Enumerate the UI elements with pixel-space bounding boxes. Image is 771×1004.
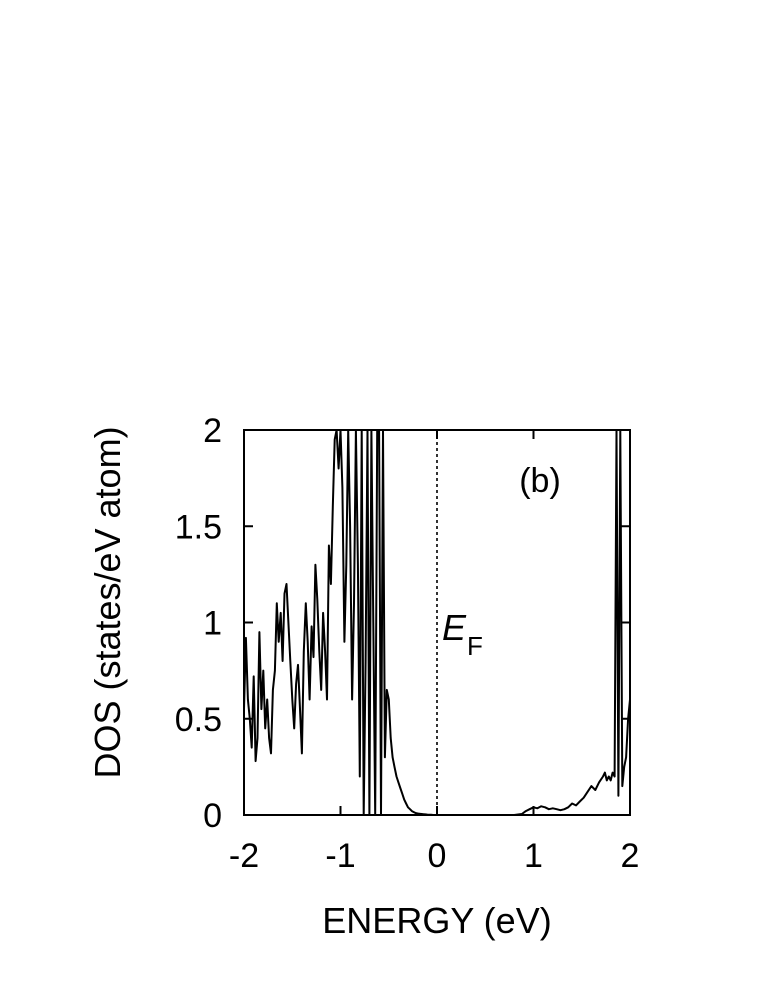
x-axis-label: ENERGY (eV) — [322, 900, 551, 941]
fermi-level-label-subscript: F — [467, 631, 483, 661]
y-axis-label: DOS (states/eV atom) — [87, 426, 128, 778]
fermi-level-label: E — [442, 607, 467, 648]
y-tick-label: 1 — [203, 605, 222, 643]
y-tick-label: 0 — [203, 797, 222, 835]
y-tick-label: 0.5 — [175, 701, 222, 739]
panel-label: (b) — [519, 462, 561, 500]
y-tick-label: 1.5 — [175, 508, 222, 546]
x-tick-label: 0 — [428, 837, 447, 875]
dos-series-line-0 — [244, 430, 630, 815]
x-tick-label: 1 — [524, 837, 543, 875]
x-tick-label: -2 — [229, 837, 259, 875]
x-tick-label: -1 — [325, 837, 355, 875]
y-tick-label: 2 — [203, 412, 222, 450]
x-tick-label: 2 — [621, 837, 640, 875]
